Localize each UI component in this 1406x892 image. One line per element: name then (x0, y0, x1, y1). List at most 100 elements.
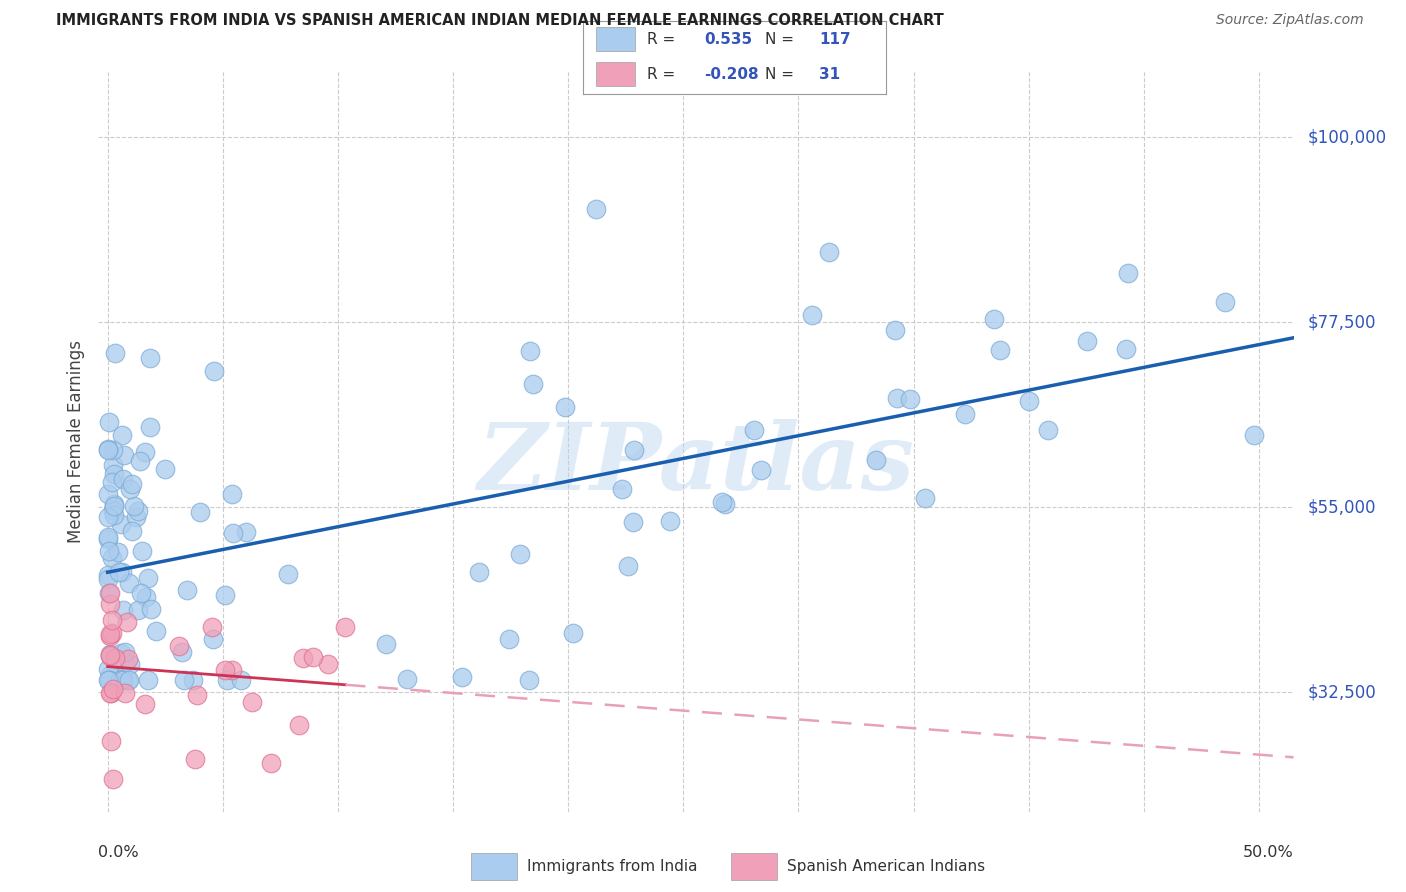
Point (104, 673, 127, 687)
Point (101, 625, 124, 640)
Point (120, 657, 142, 671)
Point (884, 323, 907, 337)
Point (522, 376, 544, 391)
Point (98, 648, 121, 662)
FancyBboxPatch shape (471, 854, 517, 880)
Point (139, 351, 162, 366)
Point (145, 624, 167, 639)
Point (277, 566, 299, 581)
Point (222, 526, 245, 541)
Point (451, 670, 474, 684)
Text: N =: N = (765, 67, 794, 82)
Point (498, 632, 520, 647)
Point (110, 516, 132, 531)
Point (111, 428, 134, 442)
Point (114, 655, 136, 669)
Point (235, 524, 257, 539)
Point (1036, 423, 1059, 437)
Point (865, 452, 887, 467)
Point (292, 651, 315, 665)
Point (114, 686, 136, 700)
Point (97, 568, 120, 582)
Point (983, 312, 1005, 326)
Point (127, 602, 149, 616)
Point (260, 756, 283, 770)
Text: Immigrants from India: Immigrants from India (527, 859, 697, 873)
Point (103, 772, 125, 786)
Point (131, 544, 153, 558)
Point (1115, 342, 1137, 356)
Point (97, 442, 120, 457)
Point (97, 442, 120, 457)
Point (108, 673, 131, 687)
Text: $100,000: $100,000 (1308, 128, 1386, 146)
Point (742, 423, 765, 437)
Point (914, 491, 936, 505)
Point (554, 400, 576, 414)
Point (117, 673, 139, 687)
Point (375, 637, 398, 651)
Point (335, 620, 357, 634)
Point (110, 646, 132, 660)
Point (117, 652, 139, 666)
Point (181, 673, 204, 687)
Point (107, 545, 129, 559)
Point (103, 508, 125, 523)
Point (98, 630, 121, 644)
Point (176, 583, 198, 598)
Text: Source: ZipAtlas.com: Source: ZipAtlas.com (1216, 13, 1364, 28)
Point (98, 627, 121, 641)
Point (214, 663, 236, 677)
Point (115, 615, 138, 629)
Point (658, 514, 681, 528)
Point (988, 343, 1011, 357)
Point (1018, 394, 1040, 409)
Point (104, 651, 127, 665)
Point (240, 695, 263, 709)
Point (621, 515, 644, 529)
Point (129, 586, 152, 600)
Point (623, 443, 645, 458)
Point (749, 463, 772, 477)
FancyBboxPatch shape (731, 854, 778, 880)
Point (101, 551, 124, 566)
Point (120, 483, 142, 497)
Point (301, 650, 323, 665)
Point (170, 645, 193, 659)
Point (169, 640, 191, 654)
Point (103, 345, 125, 359)
Point (118, 673, 141, 687)
Point (97, 487, 120, 501)
Point (186, 688, 208, 702)
Point (98, 597, 121, 611)
Text: ZIPatlas: ZIPatlas (478, 418, 914, 508)
Point (111, 603, 134, 617)
Point (97, 415, 120, 429)
Point (103, 497, 125, 511)
Point (98, 647, 121, 661)
Point (202, 364, 225, 378)
Point (612, 483, 634, 497)
Point (288, 718, 311, 732)
Text: R =: R = (647, 32, 675, 46)
Point (97, 530, 120, 544)
Point (98, 543, 121, 558)
Point (125, 509, 148, 524)
Point (1243, 428, 1265, 442)
Point (135, 591, 157, 605)
Point (173, 673, 195, 687)
Point (710, 495, 733, 509)
Text: N =: N = (765, 32, 794, 46)
Text: R =: R = (647, 67, 675, 82)
Point (121, 477, 143, 491)
Point (886, 391, 908, 405)
Point (188, 505, 211, 519)
Text: $77,500: $77,500 (1308, 313, 1376, 331)
Point (221, 487, 243, 501)
Point (139, 602, 162, 616)
Point (898, 392, 921, 407)
Point (111, 472, 134, 486)
Text: 50.0%: 50.0% (1243, 845, 1294, 860)
Point (97, 572, 120, 586)
Point (136, 673, 159, 687)
